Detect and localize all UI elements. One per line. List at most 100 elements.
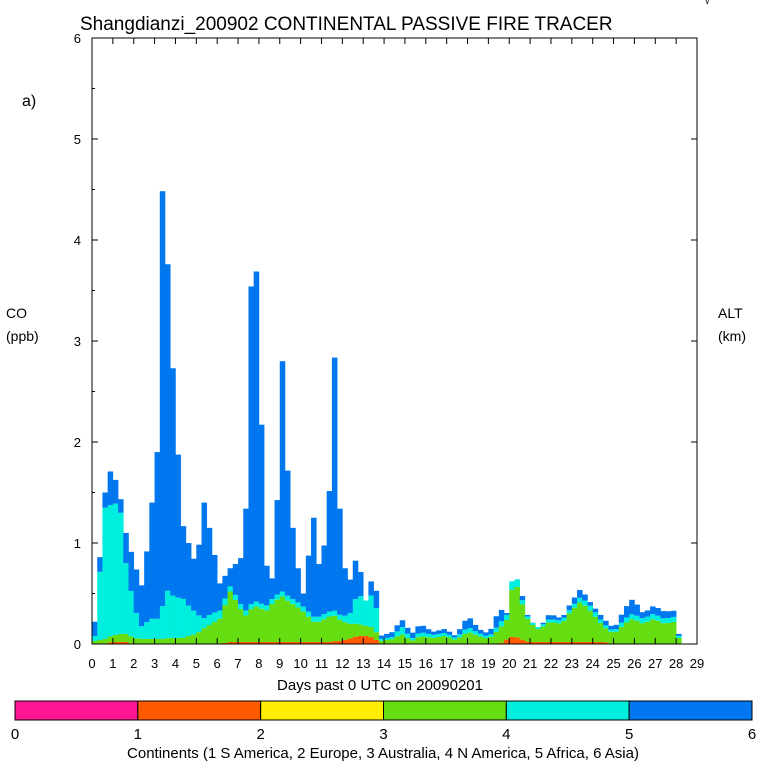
bar-segment: [467, 628, 474, 633]
bar-segment: [483, 635, 489, 639]
bar-segment: [331, 615, 338, 642]
bar-segment: [597, 641, 604, 644]
bar-segment: [149, 618, 155, 639]
bar-segment: [603, 642, 609, 644]
bar-segment: [274, 594, 281, 600]
bar-segment: [185, 605, 192, 636]
bar-segment: [373, 632, 380, 640]
bar-segment: [206, 625, 213, 644]
colorbar-tick-label: 5: [625, 726, 633, 743]
bar-segment: [118, 499, 124, 513]
bar-segment: [368, 627, 374, 638]
bar-segment: [425, 637, 432, 644]
bar-segment: [571, 603, 578, 608]
bar-segment: [102, 492, 108, 508]
bar-segment: [644, 621, 651, 644]
bar-segment: [655, 620, 661, 644]
colorbar-tick-label: 6: [748, 726, 756, 743]
bar-segment: [347, 579, 354, 613]
x-tick-label: 7: [234, 656, 241, 671]
bar-segment: [123, 633, 129, 642]
bar-segment: [154, 452, 161, 619]
bar-segment: [634, 604, 640, 616]
bar-segment: [597, 623, 604, 642]
bar-segment: [644, 610, 651, 617]
bar-segment: [415, 626, 421, 634]
y-tick-label: 3: [74, 334, 81, 349]
bar-segment: [337, 640, 343, 644]
x-tick-label: 27: [648, 656, 662, 671]
bar-segment: [493, 627, 500, 632]
bar-segment: [446, 634, 453, 638]
bar-segment: [634, 615, 640, 621]
bar-segment: [102, 638, 108, 644]
bar-segment: [629, 614, 635, 620]
bar-segment: [300, 606, 307, 612]
bar-segment: [185, 635, 192, 644]
bar-segment: [378, 640, 385, 644]
colorbar-swatch: [14, 700, 139, 721]
bar-segment: [498, 621, 505, 627]
bar-segment: [222, 605, 228, 643]
x-tick-label: 15: [398, 656, 412, 671]
bar-segment: [274, 599, 281, 642]
bar-segment: [311, 517, 317, 617]
x-tick-label: 23: [565, 656, 579, 671]
bar-segment: [561, 614, 567, 618]
bar-segment: [535, 641, 541, 644]
bar-segment: [524, 616, 531, 619]
bar-segment: [191, 610, 197, 635]
bar-segment: [650, 614, 656, 620]
bar-segment: [608, 625, 614, 630]
bar-segment: [577, 597, 583, 603]
bar-segment: [582, 594, 588, 601]
x-tick-label: 14: [377, 656, 391, 671]
bar-segment: [639, 623, 646, 644]
colorbar-tick-label: 1: [134, 726, 142, 743]
bar-segment: [436, 633, 442, 637]
bar-segment: [550, 641, 557, 644]
bar-segment: [524, 618, 531, 642]
bar-segment: [269, 641, 275, 644]
bar-segment: [582, 605, 588, 642]
bar-segment: [493, 616, 500, 628]
bar-segment: [561, 617, 567, 621]
bar-segment: [248, 286, 254, 605]
bar-segment: [556, 620, 562, 624]
y-tick-label: 1: [74, 536, 81, 551]
bar-segment: [264, 565, 270, 606]
bar-segment: [540, 624, 547, 627]
bar-segment: [514, 579, 520, 587]
bar-segment: [665, 622, 672, 644]
bar-segment: [326, 611, 333, 617]
bar-segment: [618, 622, 625, 627]
bar-segment: [238, 558, 244, 605]
bar-segment: [112, 503, 119, 635]
bar-segment: [133, 612, 140, 639]
bar-segment: [457, 629, 463, 635]
x-tick-label: 10: [293, 656, 307, 671]
bar-segment: [305, 611, 312, 617]
bar-segment: [248, 604, 254, 610]
bar-segment: [264, 641, 270, 644]
x-tick-label: 13: [356, 656, 370, 671]
bar-segment: [670, 616, 677, 622]
bar-segment: [206, 614, 213, 626]
panel-label: a): [22, 93, 36, 110]
bar-segment: [144, 622, 150, 639]
bar-segment: [159, 606, 166, 639]
bar-segment: [582, 641, 588, 644]
bar-segment: [253, 601, 260, 607]
colorbar-tick-labels: 0 1 2 3 4 5 6: [11, 726, 756, 743]
bar-segment: [227, 591, 234, 642]
bar-segment: [665, 611, 672, 618]
bar-segment: [530, 625, 536, 642]
bar-segment: [290, 527, 296, 600]
bar-segment: [488, 628, 494, 635]
bar-segment: [305, 555, 312, 612]
x-axis-label: Days past 0 UTC on 20090201: [277, 677, 483, 694]
bar-segment: [290, 641, 296, 644]
bar-segment: [311, 641, 317, 644]
colorbar-label: Continents (1 S America, 2 Europe, 3 Aus…: [127, 745, 639, 762]
bar-segment: [577, 589, 583, 598]
